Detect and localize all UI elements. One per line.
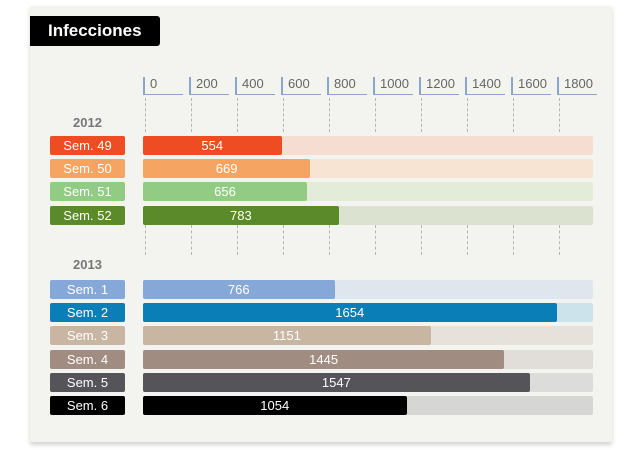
axis-tick-label: 400 xyxy=(235,77,275,95)
row-label: Sem. 52 xyxy=(50,206,125,225)
axis-tick-label: 600 xyxy=(281,77,321,95)
grid-line xyxy=(283,98,284,132)
grid-line xyxy=(559,225,560,255)
axis-tick-label: 0 xyxy=(143,77,183,95)
grid-line xyxy=(375,225,376,255)
row-label: Sem. 2 xyxy=(50,303,125,322)
row-label: Sem. 49 xyxy=(50,136,125,155)
row-label: Sem. 51 xyxy=(50,182,125,201)
bar: 1547 xyxy=(143,373,530,392)
grid-line xyxy=(421,98,422,132)
grid-line xyxy=(421,225,422,255)
grid-line xyxy=(145,225,146,255)
axis-tick-label: 1800 xyxy=(557,77,597,95)
bar: 554 xyxy=(143,136,282,155)
axis-tick-label: 1600 xyxy=(511,77,551,95)
year-label: 2013 xyxy=(73,257,102,272)
axis-tick-label: 1200 xyxy=(419,77,459,95)
grid-line xyxy=(191,98,192,132)
bar: 669 xyxy=(143,159,311,178)
bar: 783 xyxy=(143,206,339,225)
grid-line xyxy=(513,225,514,255)
row-label: Sem. 1 xyxy=(50,280,125,299)
row-label: Sem. 50 xyxy=(50,159,125,178)
grid-line xyxy=(467,225,468,255)
grid-line xyxy=(375,98,376,132)
bar: 1445 xyxy=(143,350,505,369)
grid-line xyxy=(145,98,146,132)
grid-line xyxy=(283,225,284,255)
axis-tick-label: 1400 xyxy=(465,77,505,95)
grid-line xyxy=(237,98,238,132)
grid-line xyxy=(467,98,468,132)
row-label: Sem. 6 xyxy=(50,396,125,415)
bar: 1654 xyxy=(143,303,557,322)
chart-title: Infecciones xyxy=(30,16,160,46)
grid-line xyxy=(329,98,330,132)
bar: 1151 xyxy=(143,326,431,345)
axis-tick-label: 1000 xyxy=(373,77,413,95)
grid-line xyxy=(191,225,192,255)
grid-line xyxy=(513,98,514,132)
grid-line xyxy=(559,98,560,132)
bar: 1054 xyxy=(143,396,407,415)
axis-tick-label: 800 xyxy=(327,77,367,95)
row-label: Sem. 4 xyxy=(50,350,125,369)
grid-line xyxy=(237,225,238,255)
bar: 766 xyxy=(143,280,335,299)
row-label: Sem. 5 xyxy=(50,373,125,392)
bar: 656 xyxy=(143,182,307,201)
row-label: Sem. 3 xyxy=(50,326,125,345)
axis-tick-label: 200 xyxy=(189,77,229,95)
year-label: 2012 xyxy=(73,115,102,130)
grid-line xyxy=(329,225,330,255)
